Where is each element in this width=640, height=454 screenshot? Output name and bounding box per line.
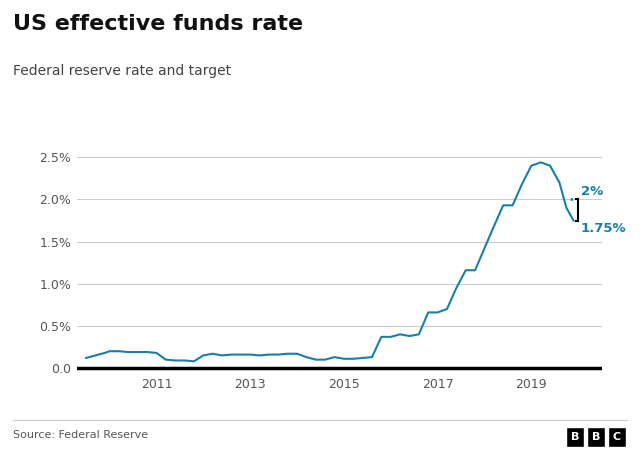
FancyBboxPatch shape xyxy=(608,427,626,447)
FancyBboxPatch shape xyxy=(587,427,605,447)
Text: 2%: 2% xyxy=(581,185,604,198)
Text: US effective funds rate: US effective funds rate xyxy=(13,14,303,34)
Text: B: B xyxy=(591,432,600,442)
Text: 1.75%: 1.75% xyxy=(581,222,627,235)
Text: Source: Federal Reserve: Source: Federal Reserve xyxy=(13,430,148,440)
Text: B: B xyxy=(570,432,579,442)
FancyBboxPatch shape xyxy=(566,427,584,447)
Text: C: C xyxy=(613,432,621,442)
Text: Federal reserve rate and target: Federal reserve rate and target xyxy=(13,64,231,78)
